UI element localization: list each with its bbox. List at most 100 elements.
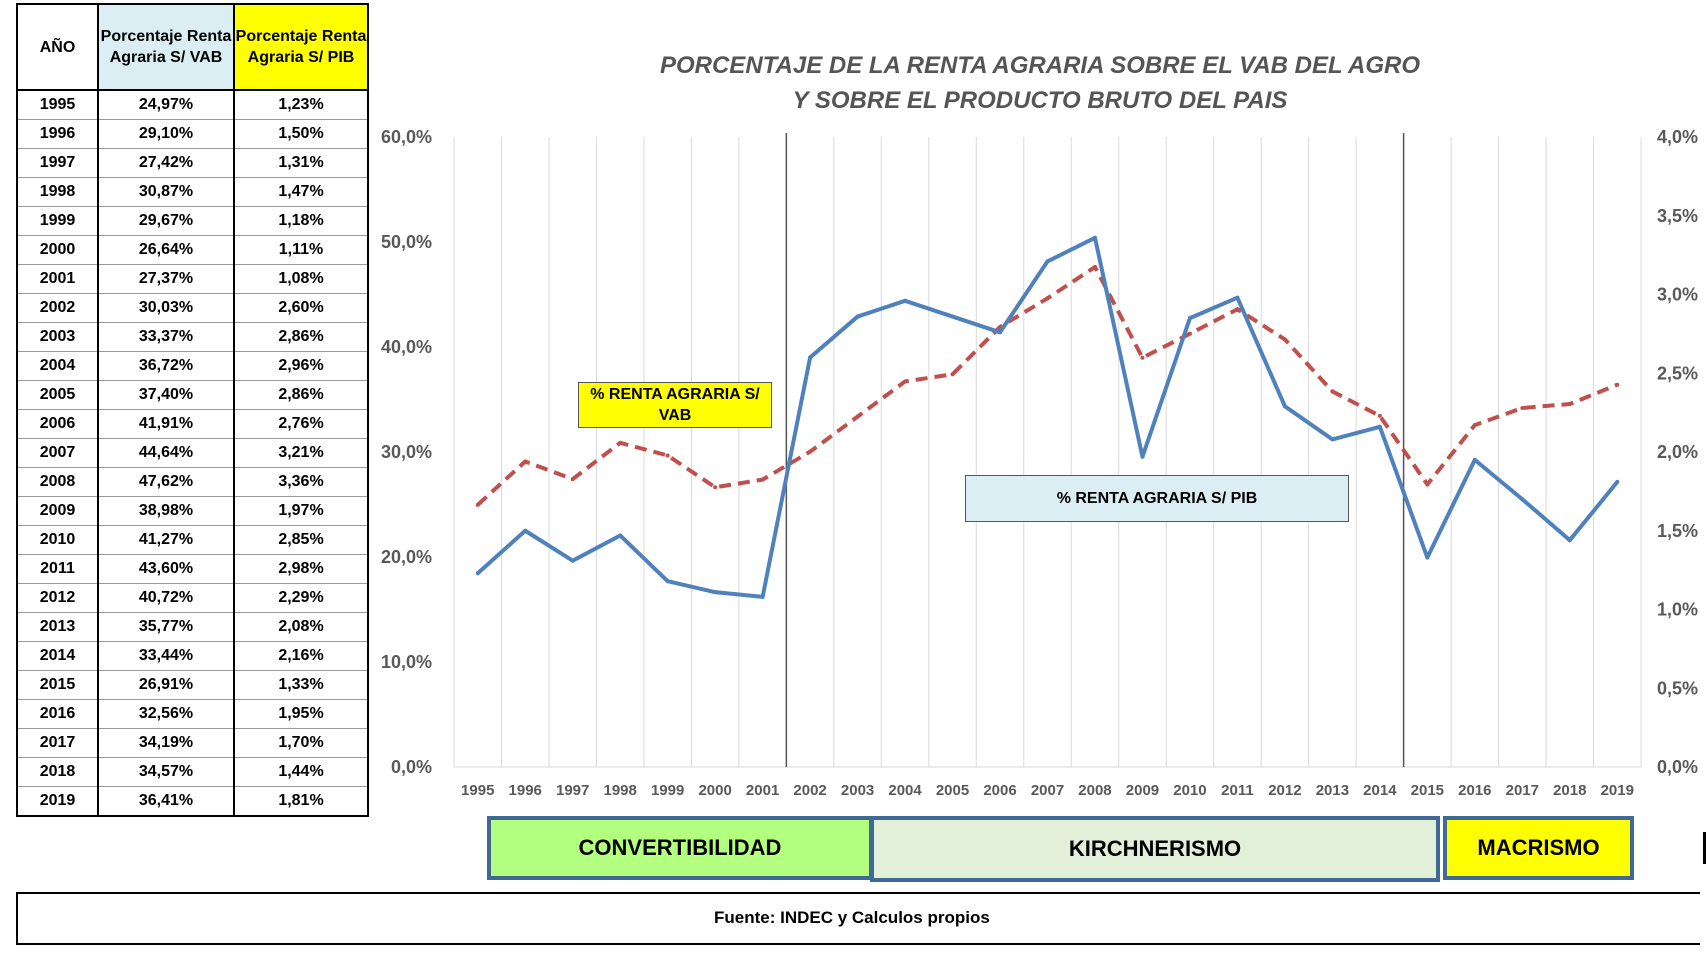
cell-pib: 1,50% bbox=[233, 119, 369, 149]
cell-year: 2012 bbox=[16, 583, 99, 613]
table-row: 2013 35,77% 2,08% bbox=[16, 612, 369, 642]
cell-year: 2007 bbox=[16, 438, 99, 468]
chart-title-line-1: PORCENTAJE DE LA RENTA AGRARIA SOBRE EL … bbox=[659, 52, 1421, 79]
y-left-tick-label: 60,0% bbox=[381, 127, 432, 147]
point-pib bbox=[1425, 555, 1430, 560]
cell-vab: 30,03% bbox=[97, 293, 235, 323]
x-tick-label: 2009 bbox=[1126, 782, 1159, 799]
point-pib bbox=[1140, 454, 1145, 459]
x-tick-label: 2014 bbox=[1363, 782, 1397, 799]
table-row: 2008 47,62% 3,36% bbox=[16, 467, 369, 497]
chart-title-line-2: Y SOBRE EL PRODUCTO BRUTO DEL PAIS bbox=[792, 87, 1288, 114]
y-left-tick-label: 0,0% bbox=[391, 757, 432, 777]
point-pib bbox=[1615, 479, 1620, 484]
table-row: 2012 40,72% 2,29% bbox=[16, 583, 369, 613]
cell-pib: 1,31% bbox=[233, 148, 369, 178]
series-label-pib: % RENTA AGRARIA S/ PIB bbox=[965, 475, 1349, 522]
table-row: 1998 30,87% 1,47% bbox=[16, 177, 369, 207]
cell-vab: 26,91% bbox=[97, 670, 235, 700]
y-right-tick-label: 2,0% bbox=[1657, 442, 1698, 462]
cell-vab: 34,19% bbox=[97, 728, 235, 758]
point-vab bbox=[665, 453, 670, 458]
table-row: 1999 29,67% 1,18% bbox=[16, 206, 369, 236]
cell-year: 2011 bbox=[16, 554, 99, 584]
cell-year: 2001 bbox=[16, 264, 99, 294]
point-vab bbox=[1282, 337, 1287, 342]
x-tick-label: 2004 bbox=[888, 782, 922, 799]
cell-year: 2017 bbox=[16, 728, 99, 758]
point-vab bbox=[1092, 264, 1097, 269]
x-tick-label: 1995 bbox=[461, 782, 494, 799]
point-vab bbox=[1330, 389, 1335, 394]
point-pib bbox=[808, 355, 813, 360]
cell-vab: 33,44% bbox=[97, 641, 235, 671]
header-year: AÑO bbox=[16, 3, 99, 91]
source-note: Fuente: INDEC y Calculos propios bbox=[714, 908, 990, 927]
table-row: 2005 37,40% 2,86% bbox=[16, 380, 369, 410]
y-left-tick-label: 20,0% bbox=[381, 547, 432, 567]
chart-title: PORCENTAJE DE LA RENTA AGRARIA SOBRE EL … bbox=[640, 48, 1440, 118]
y-left-tick-label: 50,0% bbox=[381, 232, 432, 252]
cell-year: 2003 bbox=[16, 322, 99, 352]
x-tick-label: 2002 bbox=[793, 782, 826, 799]
cell-year: 2019 bbox=[16, 786, 99, 817]
cell-vab: 36,72% bbox=[97, 351, 235, 381]
x-tick-label: 1997 bbox=[556, 782, 589, 799]
point-pib bbox=[950, 314, 955, 319]
x-tick-label: 2016 bbox=[1458, 782, 1491, 799]
cell-pib: 2,86% bbox=[233, 380, 369, 410]
point-vab bbox=[523, 459, 528, 464]
cell-year: 2010 bbox=[16, 525, 99, 555]
point-pib bbox=[998, 330, 1003, 335]
x-tick-label: 2001 bbox=[746, 782, 779, 799]
cell-year: 2018 bbox=[16, 757, 99, 787]
point-pib bbox=[570, 558, 575, 563]
cell-vab: 24,97% bbox=[97, 89, 235, 120]
point-vab bbox=[1472, 423, 1477, 428]
table-row: 2010 41,27% 2,85% bbox=[16, 525, 369, 555]
cell-pib: 1,44% bbox=[233, 757, 369, 787]
x-tick-label: 2017 bbox=[1506, 782, 1539, 799]
cell-year: 1999 bbox=[16, 206, 99, 236]
cell-year: 1996 bbox=[16, 119, 99, 149]
cell-year: 2000 bbox=[16, 235, 99, 265]
point-pib bbox=[1187, 316, 1192, 321]
cell-vab: 33,37% bbox=[97, 322, 235, 352]
cell-pib: 1,70% bbox=[233, 728, 369, 758]
y-right-tick-label: 3,0% bbox=[1657, 285, 1698, 305]
cell-pib: 2,76% bbox=[233, 409, 369, 439]
cell-year: 1998 bbox=[16, 177, 99, 207]
point-vab bbox=[1520, 406, 1525, 411]
point-vab bbox=[1235, 307, 1240, 312]
point-vab bbox=[760, 477, 765, 482]
point-vab bbox=[1377, 413, 1382, 418]
point-pib bbox=[1235, 295, 1240, 300]
point-pib bbox=[1092, 235, 1097, 240]
y-right-tick-label: 2,5% bbox=[1657, 363, 1698, 383]
point-pib bbox=[903, 298, 908, 303]
x-tick-label: 1996 bbox=[509, 782, 542, 799]
x-tick-label: 2006 bbox=[983, 782, 1016, 799]
cell-vab: 38,98% bbox=[97, 496, 235, 526]
point-vab bbox=[1045, 296, 1050, 301]
era-kirchnerismo: KIRCHNERISMO bbox=[870, 816, 1440, 882]
x-tick-label: 2008 bbox=[1078, 782, 1111, 799]
era-convertibilidad: CONVERTIBILIDAD bbox=[487, 816, 873, 880]
cell-year: 2005 bbox=[16, 380, 99, 410]
point-vab bbox=[618, 440, 623, 445]
point-vab bbox=[1187, 331, 1192, 336]
table-row: 2015 26,91% 1,33% bbox=[16, 670, 369, 700]
point-vab bbox=[713, 485, 718, 490]
cell-year: 2008 bbox=[16, 467, 99, 497]
table-row: 2003 33,37% 2,86% bbox=[16, 322, 369, 352]
table-row: 2009 38,98% 1,97% bbox=[16, 496, 369, 526]
table-row: 2018 34,57% 1,44% bbox=[16, 757, 369, 787]
cell-pib: 1,81% bbox=[233, 786, 369, 817]
edge-mark bbox=[1703, 832, 1706, 864]
cell-pib: 1,23% bbox=[233, 89, 369, 120]
x-tick-label: 2010 bbox=[1173, 782, 1206, 799]
point-pib bbox=[1282, 404, 1287, 409]
cell-pib: 1,95% bbox=[233, 699, 369, 729]
cell-year: 2014 bbox=[16, 641, 99, 671]
